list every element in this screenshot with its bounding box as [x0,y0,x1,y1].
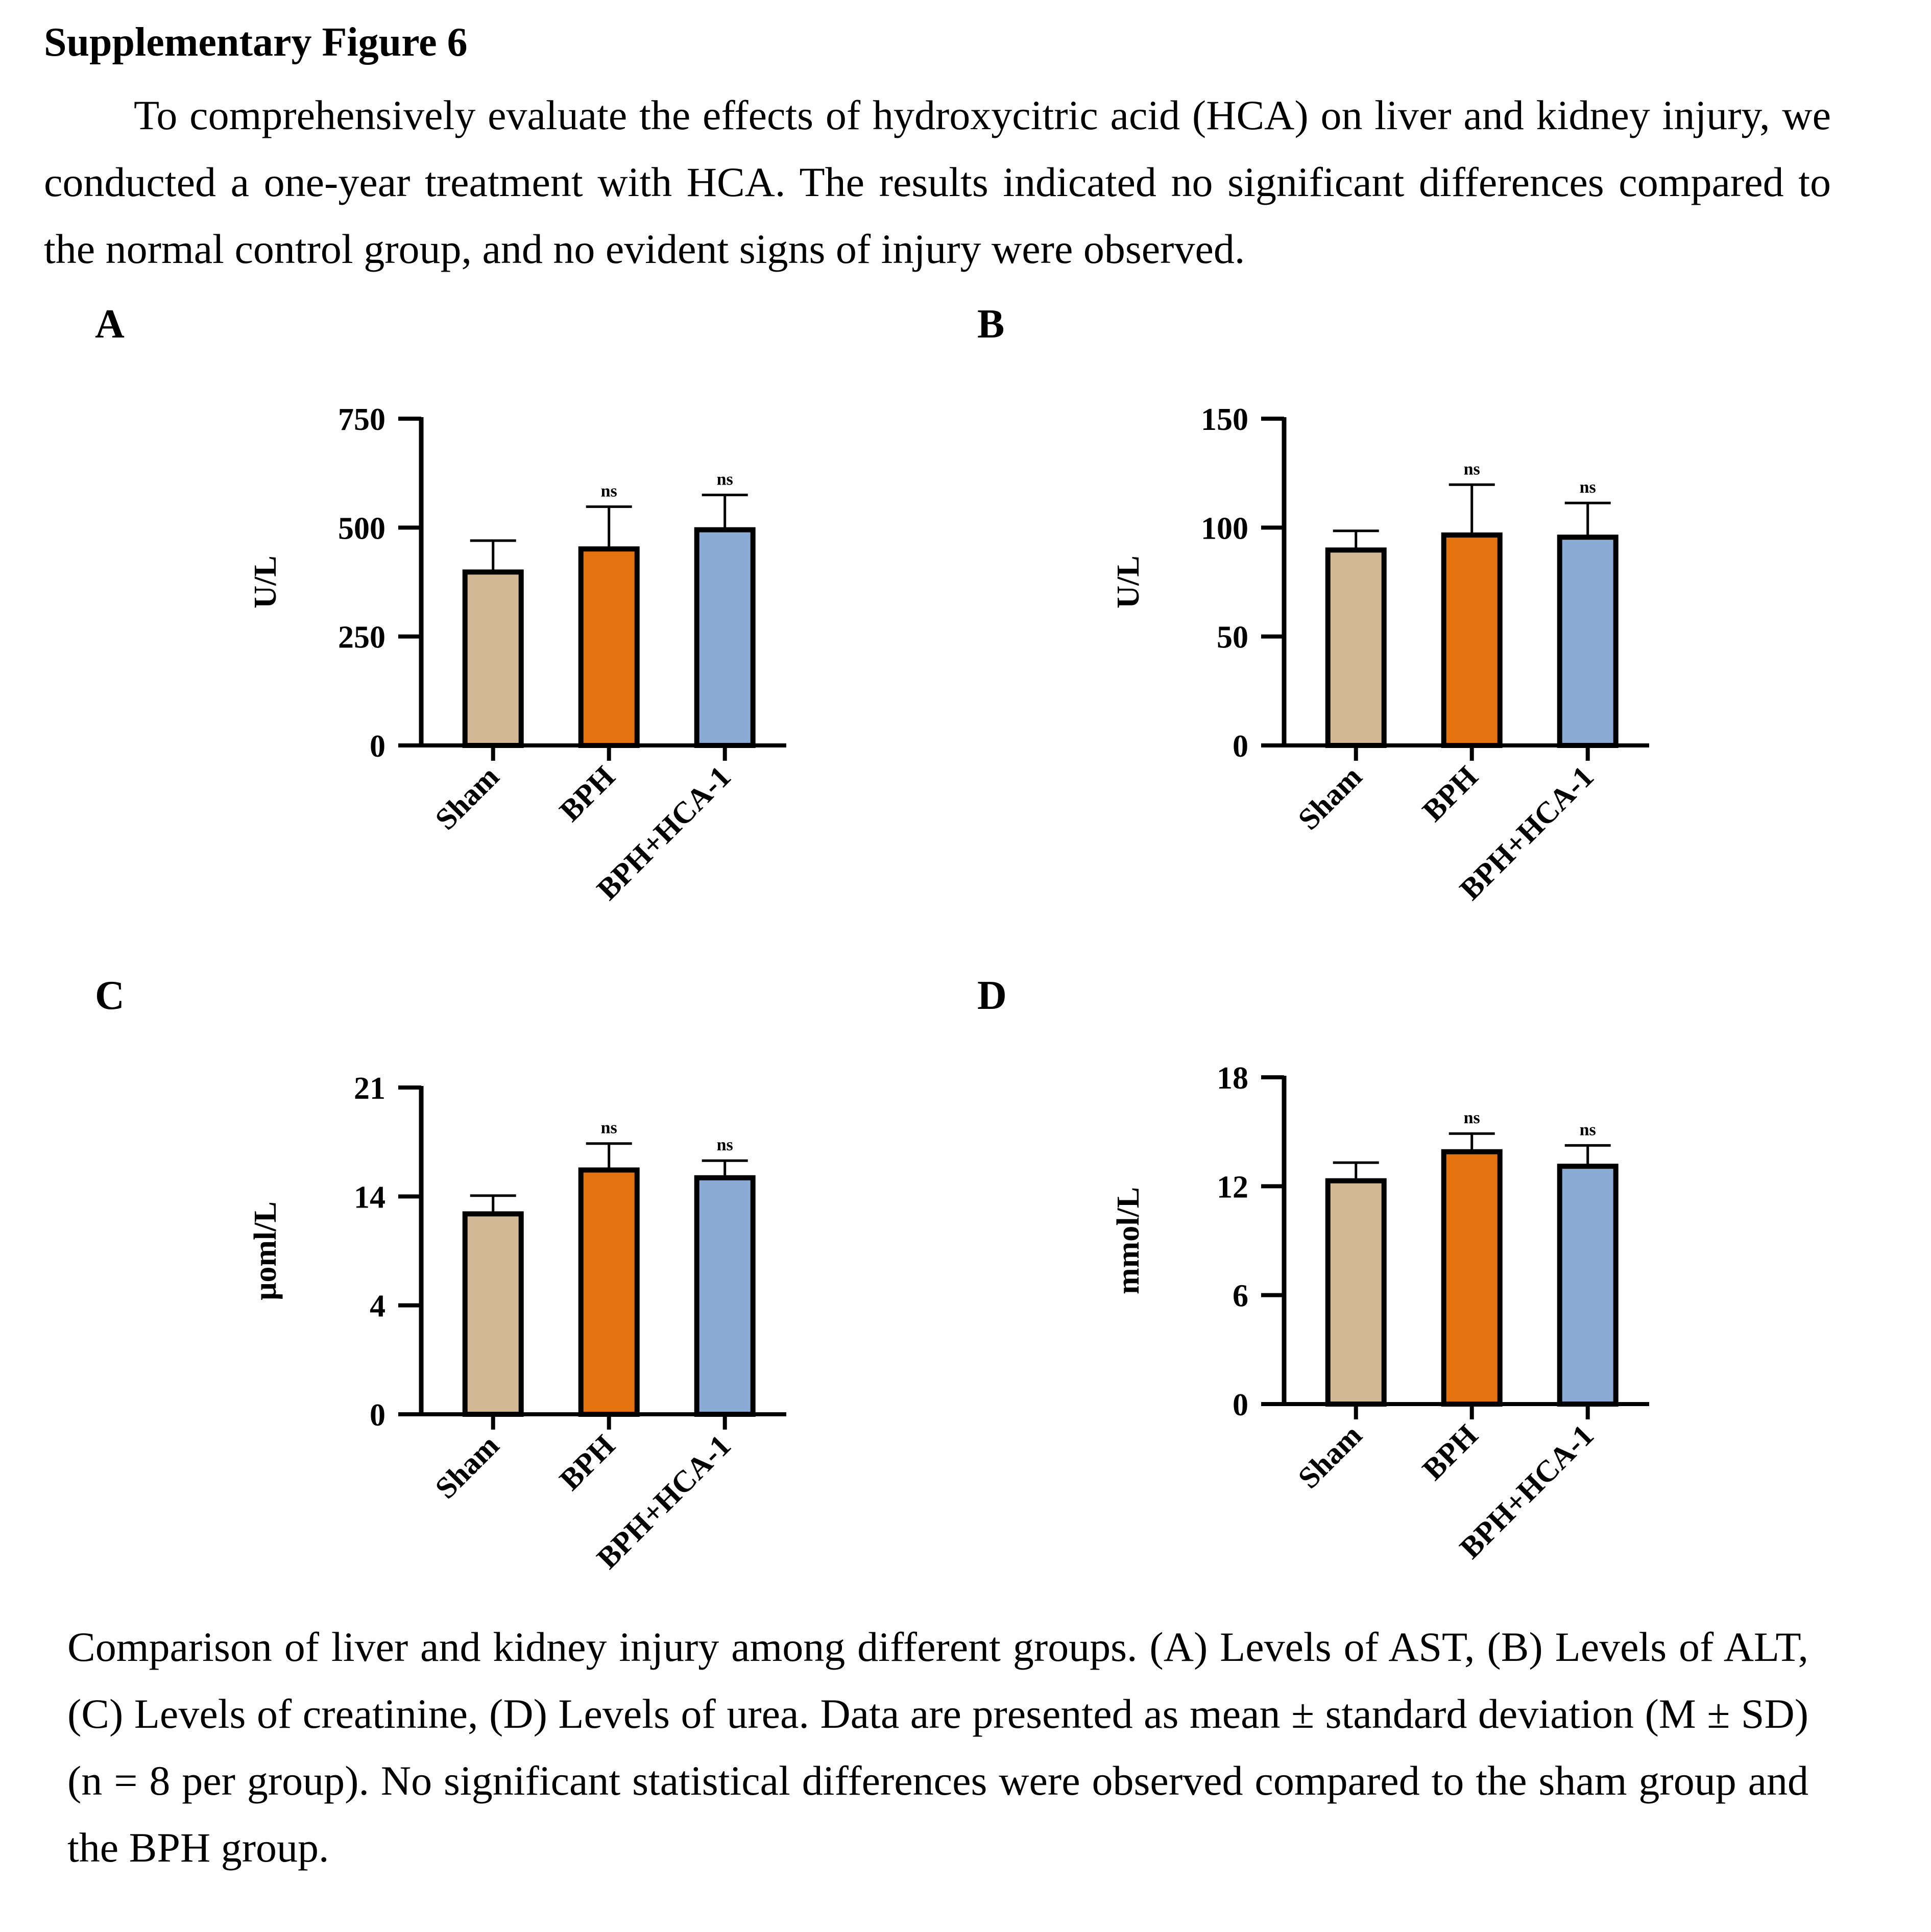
bar-bph-hca-1 [1557,1164,1619,1407]
intro-text: To comprehensively evaluate the effects … [44,92,1831,272]
y-tick-label: 100 [1201,511,1248,546]
y-axis-label: U/L [1111,556,1146,608]
y-tick-label: 750 [338,402,385,437]
y-tick-label: 12 [1217,1170,1248,1204]
figure-caption: Comparison of liver and kidney injury am… [67,1624,1808,1871]
panel-label-a: A [95,302,125,347]
figure-title: Supplementary Figure 6 [44,20,468,65]
significance-label: ns [1464,460,1480,478]
significance-label: ns [1580,1120,1596,1139]
bar-sham [462,1211,524,1417]
panel-label-c: C [95,973,125,1018]
significance-label: ns [601,1119,617,1138]
bar-bph-hca-1 [694,527,756,748]
y-axis-label: μoml/L [248,1201,283,1300]
x-tick-label: Sham [429,1429,505,1505]
y-tick-label: 500 [338,511,385,546]
y-axis-label: mmol/L [1111,1187,1146,1294]
bar-bph [578,546,640,748]
y-tick-label: 0 [1233,729,1248,764]
x-tick-label: BPH [1416,1418,1484,1487]
significance-label: ns [1464,1108,1480,1127]
panel-label-b: B [977,302,1005,347]
x-tick-label: BPH [553,760,621,828]
x-tick-label: BPH [553,1429,621,1497]
bar-sham [1325,1178,1387,1407]
y-tick-label: 0 [370,1398,385,1433]
x-tick-label: Sham [1292,760,1368,836]
x-tick-label: BPH [1416,760,1484,828]
bar-sham [1325,547,1387,748]
y-tick-label: 18 [1217,1061,1248,1096]
y-tick-label: 6 [1233,1279,1248,1314]
bar-bph-hca-1 [694,1175,756,1417]
significance-label: ns [1580,478,1596,497]
bar-bph-hca-1 [1557,535,1619,748]
bar-bph [1441,532,1503,748]
y-tick-label: 0 [370,729,385,764]
y-tick-label: 14 [354,1180,385,1215]
intro-paragraph: To comprehensively evaluate the effects … [44,82,1831,282]
x-tick-label: Sham [429,760,505,836]
y-tick-label: 150 [1201,402,1248,437]
significance-label: ns [717,1136,733,1154]
bar-sham [462,569,524,748]
x-tick-label: Sham [1292,1418,1368,1495]
significance-label: ns [717,470,733,489]
significance-label: ns [601,481,617,500]
panel-label-d: D [977,973,1007,1018]
bar-bph [578,1167,640,1417]
y-tick-label: 21 [354,1071,385,1106]
y-tick-label: 50 [1217,620,1248,655]
y-tick-label: 0 [1233,1388,1248,1422]
bar-bph [1441,1149,1503,1407]
y-axis-label: U/L [248,556,283,608]
y-tick-label: 250 [338,620,385,655]
y-tick-label: 4 [370,1289,385,1324]
